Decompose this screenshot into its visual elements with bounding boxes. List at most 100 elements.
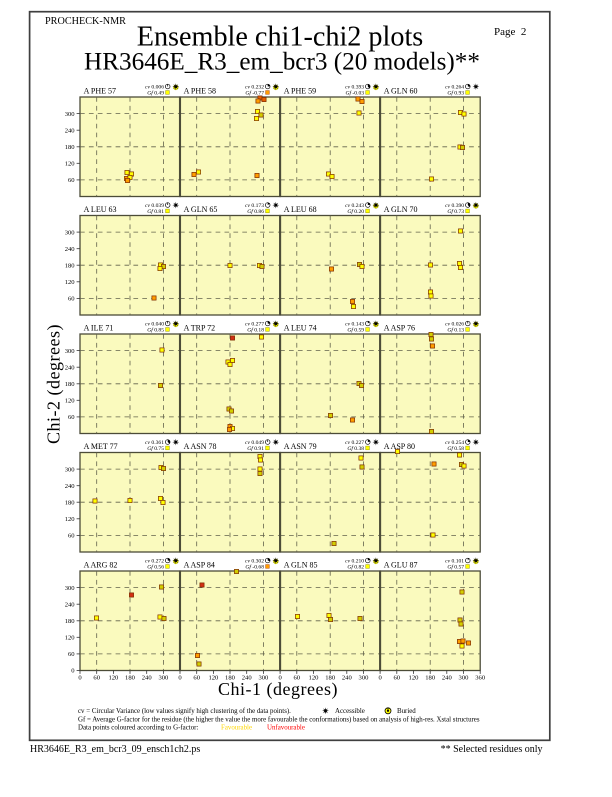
svg-text:cv 0.390: cv 0.390 (445, 203, 464, 209)
svg-text:Gf 0.18: Gf 0.18 (247, 327, 264, 334)
svg-text:A LEU 74: A LEU 74 (284, 323, 317, 332)
svg-text:A GLN 70: A GLN 70 (384, 205, 418, 214)
svg-text:A TRP 72: A TRP 72 (184, 323, 216, 332)
svg-text:120: 120 (65, 516, 76, 523)
svg-text:A MET 77: A MET 77 (84, 442, 118, 451)
svg-text:300: 300 (65, 229, 76, 236)
svg-text:cv 0.040: cv 0.040 (145, 322, 164, 328)
svg-text:120: 120 (65, 635, 76, 642)
svg-text:A ASP 84: A ASP 84 (184, 560, 215, 569)
svg-text:cv 0.302: cv 0.302 (245, 559, 264, 565)
svg-text:Gf 0.91: Gf 0.91 (247, 445, 264, 452)
svg-text:cv 0.143: cv 0.143 (345, 322, 364, 328)
svg-text:0: 0 (378, 675, 382, 682)
svg-text:Gf 0.93: Gf 0.93 (447, 90, 464, 97)
svg-text:A PHE 59: A PHE 59 (284, 86, 316, 95)
svg-text:240: 240 (142, 675, 153, 682)
svg-text:360: 360 (475, 675, 486, 682)
svg-text:180: 180 (225, 675, 236, 682)
svg-text:240: 240 (65, 483, 76, 490)
svg-text:60: 60 (193, 675, 200, 682)
svg-text:60: 60 (68, 296, 75, 303)
svg-text:cv 0.272: cv 0.272 (145, 559, 164, 565)
svg-text:Gf 0.59: Gf 0.59 (347, 327, 364, 334)
svg-text:180: 180 (65, 618, 76, 625)
svg-text:120: 120 (65, 279, 76, 286)
svg-text:120: 120 (65, 398, 76, 405)
svg-text:60: 60 (93, 675, 100, 682)
svg-text:A ASN 79: A ASN 79 (284, 442, 317, 451)
svg-text:Gf -0.68: Gf -0.68 (245, 564, 264, 571)
svg-text:180: 180 (65, 499, 76, 506)
svg-text:240: 240 (65, 364, 76, 371)
svg-text:Page 2: Page 2 (494, 26, 526, 38)
svg-text:240: 240 (442, 675, 453, 682)
svg-text:Gf 0.85: Gf 0.85 (147, 327, 164, 334)
svg-text:cv 0.232: cv 0.232 (245, 85, 264, 91)
svg-text:Gf 0.75: Gf 0.75 (147, 445, 164, 452)
svg-text:cv = Circular Variance (low va: cv = Circular Variance (low values signi… (78, 708, 291, 715)
svg-text:cv 0.006: cv 0.006 (145, 85, 164, 91)
svg-text:300: 300 (359, 675, 370, 682)
svg-text:A PHE 57: A PHE 57 (84, 86, 116, 95)
svg-text:300: 300 (65, 466, 76, 473)
svg-text:** Selected residues only: ** Selected residues only (441, 744, 543, 755)
svg-text:60: 60 (68, 414, 75, 421)
svg-text:Gf 0.81: Gf 0.81 (147, 208, 164, 215)
svg-text:A ASP 76: A ASP 76 (384, 323, 415, 332)
svg-text:Buried: Buried (397, 708, 416, 715)
svg-text:cv 0.101: cv 0.101 (445, 559, 464, 565)
svg-text:180: 180 (65, 144, 76, 151)
svg-text:Gf -0.77: Gf -0.77 (245, 90, 264, 97)
svg-text:A GLN 60: A GLN 60 (384, 86, 418, 95)
svg-text:300: 300 (459, 675, 470, 682)
svg-text:cv 0.264: cv 0.264 (445, 85, 464, 91)
svg-text:0: 0 (78, 675, 82, 682)
svg-text:PROCHECK-NMR: PROCHECK-NMR (45, 16, 126, 27)
svg-text:Gf 0.13: Gf 0.13 (447, 327, 464, 334)
svg-text:60: 60 (68, 651, 75, 658)
svg-text:Accessible: Accessible (335, 708, 365, 715)
svg-text:cv 0.173: cv 0.173 (245, 203, 264, 209)
svg-text:0: 0 (71, 668, 75, 675)
svg-text:0: 0 (278, 675, 282, 682)
svg-text:Chi-1 (degrees): Chi-1 (degrees) (218, 679, 338, 700)
svg-text:A LEU 63: A LEU 63 (84, 205, 117, 214)
svg-text:300: 300 (65, 585, 76, 592)
svg-text:300: 300 (258, 675, 269, 682)
svg-text:Gf 0.56: Gf 0.56 (147, 564, 164, 571)
svg-text:120: 120 (309, 675, 320, 682)
svg-text:cv 0.243: cv 0.243 (345, 203, 364, 209)
svg-text:120: 120 (108, 675, 119, 682)
svg-text:300: 300 (65, 348, 76, 355)
svg-text:A ASP 80: A ASP 80 (384, 442, 415, 451)
svg-text:A ASN 78: A ASN 78 (184, 442, 217, 451)
svg-text:60: 60 (394, 675, 401, 682)
svg-text:Favourable: Favourable (221, 725, 252, 732)
svg-text:240: 240 (65, 246, 76, 253)
svg-text:60: 60 (294, 675, 301, 682)
svg-text:240: 240 (65, 127, 76, 134)
svg-text:cv 0.393: cv 0.393 (345, 85, 364, 91)
svg-text:180: 180 (65, 262, 76, 269)
svg-text:A ILE 71: A ILE 71 (84, 323, 114, 332)
svg-text:A LEU 68: A LEU 68 (284, 205, 317, 214)
svg-text:Gf 0.58: Gf 0.58 (447, 445, 464, 452)
svg-text:240: 240 (242, 675, 253, 682)
svg-text:Gf 0.73: Gf 0.73 (447, 208, 464, 215)
svg-text:cv 0.039: cv 0.039 (145, 203, 164, 209)
svg-text:Gf 0.38: Gf 0.38 (347, 445, 364, 452)
svg-text:0: 0 (178, 675, 182, 682)
svg-text:120: 120 (409, 675, 420, 682)
svg-text:HR3646E_R3_em_bcr3 (20 models): HR3646E_R3_em_bcr3 (20 models)** (84, 48, 480, 75)
svg-text:cv 0.254: cv 0.254 (445, 440, 464, 446)
svg-text:cv 0.026: cv 0.026 (445, 322, 464, 328)
svg-text:Chi-2 (degrees): Chi-2 (degrees) (44, 324, 65, 444)
svg-text:A GLN 65: A GLN 65 (184, 205, 218, 214)
svg-text:cv 0.277: cv 0.277 (245, 322, 264, 328)
svg-text:Unfavourable: Unfavourable (267, 725, 305, 732)
svg-text:cv 0.361: cv 0.361 (145, 440, 164, 446)
svg-text:Gf 0.20: Gf 0.20 (347, 208, 364, 215)
svg-text:180: 180 (65, 381, 76, 388)
svg-text:Gf 0.86: Gf 0.86 (247, 208, 264, 215)
